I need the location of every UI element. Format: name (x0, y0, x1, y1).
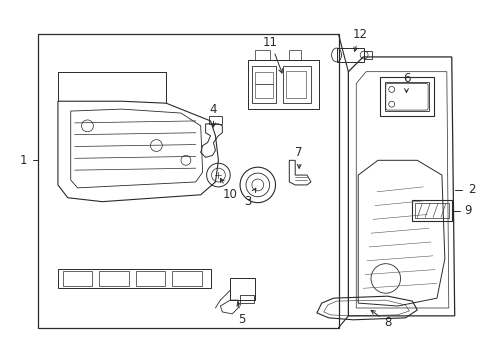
Bar (254, 85, 272, 98)
Text: 3: 3 (244, 188, 255, 208)
Bar (336, 48, 364, 62)
Bar (172, 271, 201, 286)
Bar (247, 60, 318, 109)
Text: 10: 10 (220, 179, 237, 201)
Bar (384, 82, 428, 111)
Text: 12: 12 (352, 28, 367, 51)
Bar (414, 203, 448, 219)
Text: 5: 5 (237, 302, 245, 326)
Text: 9: 9 (464, 204, 471, 217)
Bar (230, 278, 254, 300)
Bar (379, 77, 433, 116)
Bar (208, 116, 222, 124)
Text: 4: 4 (209, 103, 217, 127)
Text: 11: 11 (263, 36, 282, 73)
Bar (63, 271, 92, 286)
Bar (364, 51, 371, 59)
Bar (240, 295, 253, 303)
Bar (411, 200, 451, 221)
Text: 2: 2 (467, 183, 474, 196)
Bar (58, 269, 210, 288)
Text: 6: 6 (402, 72, 409, 93)
Bar (254, 72, 272, 84)
Text: 8: 8 (370, 310, 390, 329)
Text: 1: 1 (20, 154, 27, 167)
Bar (289, 50, 301, 60)
Bar (99, 271, 128, 286)
Bar (283, 66, 310, 103)
Bar (286, 71, 305, 98)
Bar (38, 34, 338, 328)
Bar (251, 66, 275, 103)
Bar (254, 50, 269, 60)
Bar (136, 271, 165, 286)
Text: 7: 7 (295, 146, 302, 168)
